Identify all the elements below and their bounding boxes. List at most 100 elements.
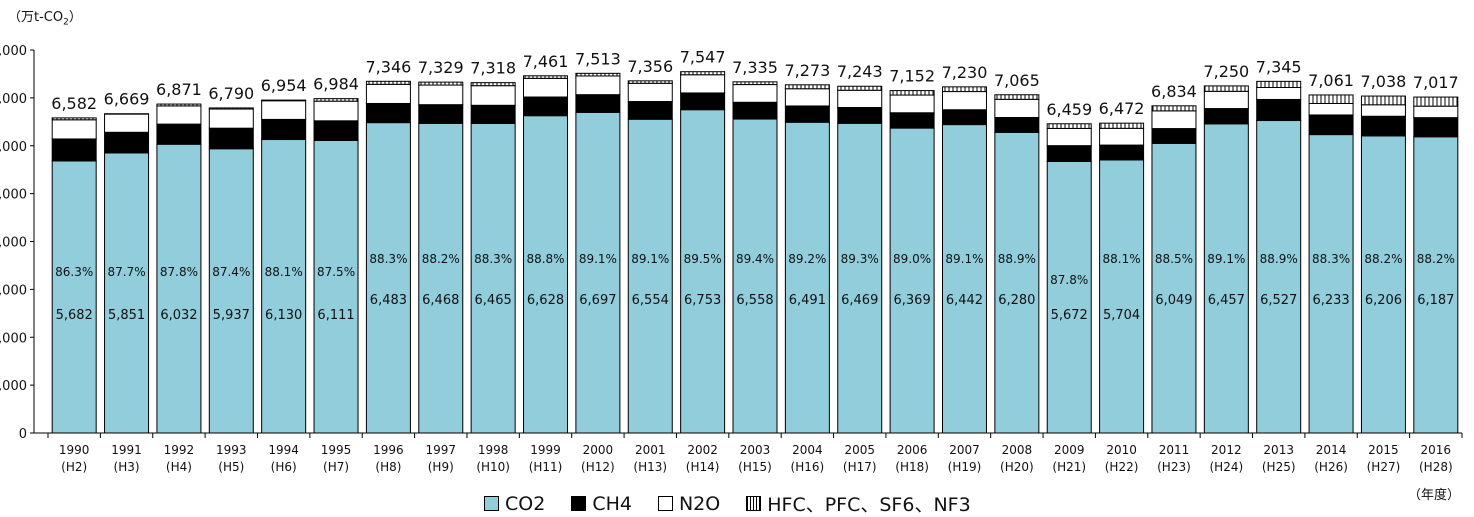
x-tick-label: 1999 xyxy=(530,443,561,457)
co2-share-label: 88.1% xyxy=(1103,252,1141,266)
x-tick-label: 1994 xyxy=(268,443,299,457)
co2-share-label: 88.9% xyxy=(1260,252,1298,266)
x-tick-sublabel: (H5) xyxy=(218,460,244,474)
bar-segment-ch4 xyxy=(942,110,986,125)
co2-share-label: 89.2% xyxy=(788,252,826,266)
bar-segment-ch4 xyxy=(785,106,829,122)
bar-segment-hfcpfcsf6nf3 xyxy=(1204,86,1248,91)
bar-segment-co2 xyxy=(1309,135,1353,433)
bar-segment-co2 xyxy=(52,161,96,433)
total-label: 7,243 xyxy=(837,62,883,81)
co2-share-label: 88.1% xyxy=(265,265,303,279)
bar-segment-hfcpfcsf6nf3 xyxy=(942,87,986,92)
bar-segment-co2 xyxy=(628,119,672,433)
bar-segment-n2o xyxy=(785,89,829,106)
x-tick-label: 1998 xyxy=(478,443,509,457)
bar-segment-ch4 xyxy=(524,97,568,116)
legend-label: HFC、PFC、SF6、NF3 xyxy=(767,490,970,517)
bar-segment-hfcpfcsf6nf3 xyxy=(157,104,201,106)
bar-segment-ch4 xyxy=(1309,115,1353,135)
bar-segment-n2o xyxy=(524,78,568,97)
x-tick-label: 2005 xyxy=(844,443,875,457)
x-tick-sublabel: (H22) xyxy=(1105,460,1139,474)
bar-segment-co2 xyxy=(105,153,149,433)
x-tick-label: 2012 xyxy=(1211,443,1242,457)
bar-segment-co2 xyxy=(157,144,201,433)
bar-segment-n2o xyxy=(1309,103,1353,114)
bar-segment-ch4 xyxy=(1257,99,1301,120)
co2-value-label: 6,130 xyxy=(265,308,302,323)
x-tick-label: 1990 xyxy=(59,443,90,457)
bar-segment-co2 xyxy=(262,140,306,433)
bar-segment-co2 xyxy=(942,125,986,433)
co2-value-label: 6,032 xyxy=(160,308,197,323)
bar-segment-co2 xyxy=(681,110,725,433)
total-label: 6,834 xyxy=(1151,82,1197,101)
x-tick-label: 1995 xyxy=(321,443,352,457)
x-tick-label: 2016 xyxy=(1421,443,1452,457)
bar-segment-n2o xyxy=(209,109,253,128)
x-tick-label: 1991 xyxy=(111,443,142,457)
bar-segment-co2 xyxy=(1204,124,1248,433)
bar-segment-n2o xyxy=(1152,111,1196,129)
bar-segment-ch4 xyxy=(366,103,410,122)
bar-segment-hfcpfcsf6nf3 xyxy=(1414,97,1458,106)
bar-segment-n2o xyxy=(314,101,358,121)
bar-segment-ch4 xyxy=(471,105,515,123)
x-tick-label: 2008 xyxy=(1002,443,1033,457)
bar-segment-co2 xyxy=(471,123,515,433)
bar-segment-ch4 xyxy=(1204,109,1248,124)
co2-share-label: 89.5% xyxy=(684,252,722,266)
bar-segment-ch4 xyxy=(1100,145,1144,160)
bar-segment-hfcpfcsf6nf3 xyxy=(1100,123,1144,128)
y-tick-label: 6,000 xyxy=(0,140,27,155)
total-label: 6,954 xyxy=(261,76,307,95)
co2-value-label: 6,049 xyxy=(1155,293,1192,308)
legend-swatch xyxy=(658,496,673,511)
bar-segment-hfcpfcsf6nf3 xyxy=(366,81,410,84)
bar-segment-co2 xyxy=(785,122,829,433)
bar-segment-n2o xyxy=(995,99,1039,117)
bar-segment-co2 xyxy=(576,112,620,433)
bar-segment-n2o xyxy=(366,84,410,103)
total-label: 7,152 xyxy=(889,67,935,86)
x-tick-sublabel: (H20) xyxy=(1000,460,1034,474)
x-tick-sublabel: (H16) xyxy=(791,460,825,474)
legend-swatch xyxy=(746,496,761,511)
co2-value-label: 6,187 xyxy=(1417,293,1454,308)
x-tick-label: 2009 xyxy=(1054,443,1085,457)
bar-segment-n2o xyxy=(1361,105,1405,116)
x-tick-label: 1997 xyxy=(426,443,457,457)
legend-item: HFC、PFC、SF6、NF3 xyxy=(746,490,970,517)
x-tick-sublabel: (H18) xyxy=(895,460,929,474)
y-tick-label: 1,000 xyxy=(0,379,27,394)
bar-segment-n2o xyxy=(576,76,620,95)
total-label: 7,061 xyxy=(1308,71,1354,90)
total-label: 6,582 xyxy=(51,94,97,113)
bar-segment-hfcpfcsf6nf3 xyxy=(209,108,253,109)
bar-segment-hfcpfcsf6nf3 xyxy=(1361,96,1405,105)
co2-value-label: 5,851 xyxy=(108,308,145,323)
total-label: 7,513 xyxy=(575,49,621,68)
legend-swatch xyxy=(484,496,499,511)
total-label: 7,356 xyxy=(627,57,673,76)
bar-segment-hfcpfcsf6nf3 xyxy=(890,91,934,95)
x-tick-sublabel: (H7) xyxy=(323,460,349,474)
x-tick-label: 2011 xyxy=(1159,443,1190,457)
bar-segment-n2o xyxy=(838,90,882,107)
bar-segment-ch4 xyxy=(314,121,358,141)
bar-segment-co2 xyxy=(366,123,410,433)
bar-segment-hfcpfcsf6nf3 xyxy=(471,83,515,86)
total-label: 7,273 xyxy=(784,61,830,80)
bar-segment-n2o xyxy=(419,85,463,105)
x-tick-label: 2013 xyxy=(1263,443,1294,457)
co2-share-label: 87.5% xyxy=(317,265,355,279)
x-tick-sublabel: (H11) xyxy=(529,460,563,474)
bar-segment-hfcpfcsf6nf3 xyxy=(52,118,96,120)
co2-share-label: 89.1% xyxy=(945,252,983,266)
bar-segment-ch4 xyxy=(52,139,96,161)
bar-segment-ch4 xyxy=(733,102,777,119)
total-label: 7,230 xyxy=(942,63,988,82)
total-label: 7,318 xyxy=(470,59,516,78)
